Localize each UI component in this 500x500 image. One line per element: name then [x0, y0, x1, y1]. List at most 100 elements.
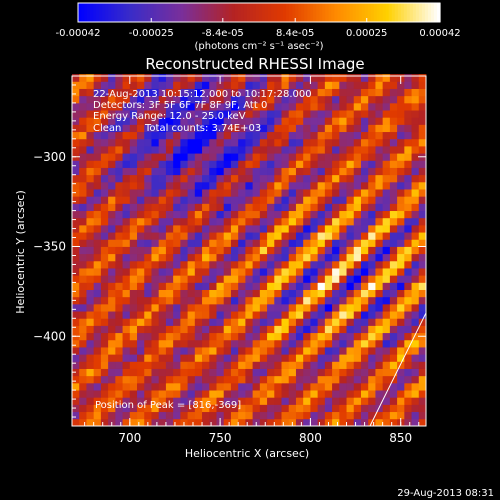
heatmap-cell	[324, 239, 333, 247]
heatmap-cell	[108, 88, 116, 97]
heatmap-cell	[173, 88, 181, 97]
heatmap-cell	[194, 339, 203, 348]
heatmap-cell	[72, 131, 80, 140]
heatmap-cell	[259, 311, 268, 319]
heatmap-cell	[144, 81, 152, 89]
heatmap-cell	[93, 131, 102, 140]
heatmap-cell	[93, 354, 102, 362]
heatmap-cell	[411, 275, 420, 283]
heatmap-cell	[238, 282, 246, 290]
heatmap-cell	[93, 181, 102, 190]
heatmap-cell	[418, 382, 427, 391]
heatmap-cell	[411, 232, 420, 240]
heatmap-cell	[216, 411, 225, 420]
heatmap-cell	[151, 196, 160, 204]
heatmap-cell	[259, 397, 268, 405]
heatmap-cell	[216, 124, 225, 133]
heatmap-cell	[288, 146, 297, 154]
heatmap-cell	[72, 397, 80, 405]
heatmap-cell	[165, 382, 174, 391]
heatmap-cell	[187, 311, 196, 319]
heatmap-cell	[368, 296, 376, 305]
heatmap-cell	[216, 375, 225, 384]
colorbar-swatch	[418, 3, 423, 22]
heatmap-cell	[339, 289, 347, 298]
heatmap-cell	[397, 224, 405, 233]
heatmap-cell	[72, 239, 80, 247]
heatmap-cell	[346, 311, 355, 319]
heatmap-cell	[259, 189, 268, 197]
heatmap-cell	[259, 196, 268, 204]
heatmap-cell	[202, 217, 210, 226]
heatmap-cell	[180, 404, 188, 413]
heatmap-cell	[346, 232, 355, 240]
heatmap-cell	[151, 246, 160, 255]
colorbar-swatch	[138, 3, 142, 22]
heatmap-cell	[310, 361, 319, 369]
heatmap-cell	[389, 411, 398, 420]
heatmap-cell	[180, 275, 188, 283]
heatmap-cell	[209, 102, 217, 111]
heatmap-cell	[267, 397, 275, 405]
heatmap-cell	[397, 296, 405, 305]
heatmap-cell	[115, 110, 123, 118]
heatmap-cell	[209, 418, 217, 427]
heatmap-cell	[360, 95, 369, 104]
heatmap-cell	[281, 390, 290, 398]
heatmap-cell	[187, 146, 196, 154]
heatmap-cell	[129, 110, 138, 118]
heatmap-cell	[216, 217, 225, 226]
heatmap-cell	[194, 239, 203, 247]
heatmap-cell	[122, 253, 131, 262]
heatmap-cell	[180, 189, 188, 197]
heatmap-cell	[144, 110, 152, 118]
heatmap-cell	[317, 131, 326, 140]
heatmap-cell	[418, 110, 427, 118]
heatmap-cell	[151, 418, 160, 427]
heatmap-cell	[209, 74, 217, 82]
heatmap-cell	[332, 217, 340, 226]
heatmap-cell	[158, 189, 167, 197]
heatmap-cell	[137, 189, 145, 197]
heatmap-cell	[137, 153, 145, 161]
heatmap-cell	[209, 131, 217, 140]
colorbar-swatch	[219, 3, 224, 22]
heatmap-cell	[100, 311, 109, 319]
heatmap-cell	[165, 368, 174, 377]
colorbar-swatch	[78, 3, 82, 22]
heatmap-cell	[93, 289, 102, 298]
heatmap-cell	[375, 246, 384, 255]
heatmap-cell	[375, 203, 384, 212]
heatmap-cell	[79, 239, 87, 247]
heatmap-cell	[295, 217, 304, 226]
heatmap-cell	[382, 203, 391, 212]
heatmap-cell	[238, 418, 246, 427]
heatmap-cell	[72, 418, 80, 427]
heatmap-cell	[93, 368, 102, 377]
heatmap-cell	[223, 196, 232, 204]
heatmap-cell	[346, 325, 355, 334]
colorbar-swatch	[153, 3, 158, 22]
heatmap-cell	[79, 311, 87, 319]
heatmap-cell	[216, 181, 225, 190]
heatmap-cell	[375, 196, 384, 204]
heatmap-cell	[411, 354, 420, 362]
heatmap-cell	[281, 124, 290, 133]
heatmap-cell	[375, 167, 384, 176]
heatmap-cell	[238, 181, 246, 190]
heatmap-cell	[332, 397, 340, 405]
heatmap-cell	[137, 375, 145, 384]
heatmap-cell	[375, 325, 384, 334]
heatmap-cell	[202, 390, 210, 398]
heatmap-cell	[332, 282, 340, 290]
heatmap-cell	[158, 411, 167, 420]
heatmap-cell	[267, 81, 275, 89]
heatmap-cell	[375, 303, 384, 312]
heatmap-cell	[332, 382, 340, 391]
heatmap-cell	[397, 81, 405, 89]
heatmap-cell	[151, 102, 160, 111]
heatmap-cell	[202, 318, 210, 326]
heatmap-cell	[252, 146, 261, 154]
heatmap-cell	[288, 268, 297, 276]
heatmap-cell	[360, 282, 369, 290]
